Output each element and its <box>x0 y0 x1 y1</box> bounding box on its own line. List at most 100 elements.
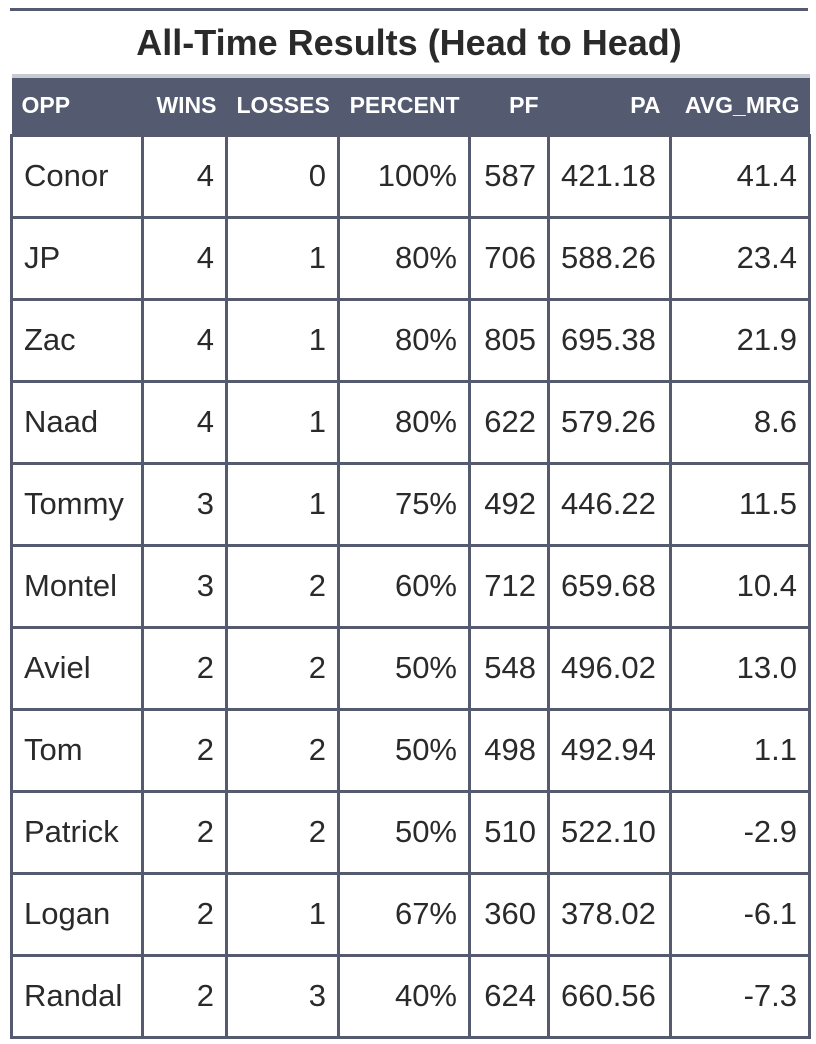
cell-pf: 624 <box>468 953 550 1039</box>
cell-pa: 496.02 <box>547 625 672 711</box>
cell-opp: Montel <box>10 543 144 629</box>
cell-pf: 510 <box>468 789 550 875</box>
cell-percent: 50% <box>337 707 471 793</box>
cell-avg-mrg: -6.1 <box>669 871 811 957</box>
cell-pa: 659.68 <box>547 543 672 629</box>
column-header-avg-mrg[interactable]: AVG_MRG <box>670 74 810 135</box>
cell-opp: Naad <box>10 379 144 465</box>
cell-avg-mrg: 13.0 <box>669 625 811 711</box>
results-table-body: Conor 4 0 100% 587 421.18 41.4 JP 4 1 80… <box>10 133 811 1039</box>
cell-pa: 695.38 <box>547 297 672 383</box>
cell-pf: 498 <box>468 707 550 793</box>
table-row: Tommy 3 1 75% 492 446.22 11.5 <box>10 461 811 547</box>
cell-losses: 2 <box>225 625 340 711</box>
cell-wins: 2 <box>141 789 228 875</box>
cell-percent: 80% <box>337 379 471 465</box>
cell-opp: JP <box>10 215 144 301</box>
cell-pf: 587 <box>468 133 550 219</box>
cell-opp: Randal <box>10 953 144 1039</box>
cell-percent: 80% <box>337 215 471 301</box>
cell-avg-mrg: 41.4 <box>669 133 811 219</box>
cell-losses: 2 <box>225 543 340 629</box>
table-row: Patrick 2 2 50% 510 522.10 -2.9 <box>10 789 811 875</box>
column-header-losses[interactable]: LOSSES <box>226 74 339 135</box>
column-header-opp[interactable]: OPP <box>11 74 143 135</box>
cell-avg-mrg: 1.1 <box>669 707 811 793</box>
cell-pa: 660.56 <box>547 953 672 1039</box>
cell-losses: 2 <box>225 707 340 793</box>
cell-pf: 548 <box>468 625 550 711</box>
column-header-wins[interactable]: WINS <box>142 74 227 135</box>
table-row: Zac 4 1 80% 805 695.38 21.9 <box>10 297 811 383</box>
cell-pa: 421.18 <box>547 133 672 219</box>
cell-losses: 1 <box>225 297 340 383</box>
cell-wins: 3 <box>141 461 228 547</box>
cell-percent: 60% <box>337 543 471 629</box>
cell-opp: Aviel <box>10 625 144 711</box>
cell-pa: 492.94 <box>547 707 672 793</box>
cell-pf: 492 <box>468 461 550 547</box>
cell-losses: 0 <box>225 133 340 219</box>
cell-opp: Tom <box>10 707 144 793</box>
table-row: Tom 2 2 50% 498 492.94 1.1 <box>10 707 811 793</box>
cell-wins: 2 <box>141 707 228 793</box>
cell-percent: 67% <box>337 871 471 957</box>
cell-opp: Tommy <box>10 461 144 547</box>
page-title: All-Time Results (Head to Head) <box>136 22 682 63</box>
cell-losses: 1 <box>225 215 340 301</box>
cell-wins: 2 <box>141 953 228 1039</box>
header-row: OPP WINS LOSSES PERCENT PF PA AVG_MRG <box>11 74 810 135</box>
cell-losses: 2 <box>225 789 340 875</box>
cell-avg-mrg: -7.3 <box>669 953 811 1039</box>
cell-pf: 360 <box>468 871 550 957</box>
cell-percent: 50% <box>337 789 471 875</box>
cell-pf: 805 <box>468 297 550 383</box>
cell-pa: 579.26 <box>547 379 672 465</box>
table-row: Randal 2 3 40% 624 660.56 -7.3 <box>10 953 811 1039</box>
cell-opp: Zac <box>10 297 144 383</box>
cell-wins: 4 <box>141 133 228 219</box>
cell-pa: 522.10 <box>547 789 672 875</box>
table-row: JP 4 1 80% 706 588.26 23.4 <box>10 215 811 301</box>
cell-wins: 3 <box>141 543 228 629</box>
cell-wins: 2 <box>141 625 228 711</box>
cell-percent: 50% <box>337 625 471 711</box>
cell-percent: 100% <box>337 133 471 219</box>
cell-wins: 4 <box>141 379 228 465</box>
cell-pf: 712 <box>468 543 550 629</box>
results-table: OPP WINS LOSSES PERCENT PF PA AVG_MRG Co… <box>10 74 811 1039</box>
table-row: Conor 4 0 100% 587 421.18 41.4 <box>10 133 811 219</box>
cell-avg-mrg: 8.6 <box>669 379 811 465</box>
cell-percent: 40% <box>337 953 471 1039</box>
cell-pa: 446.22 <box>547 461 672 547</box>
cell-avg-mrg: -2.9 <box>669 789 811 875</box>
cell-percent: 80% <box>337 297 471 383</box>
column-header-percent[interactable]: PERCENT <box>338 74 470 135</box>
table-row: Logan 2 1 67% 360 378.02 -6.1 <box>10 871 811 957</box>
cell-wins: 4 <box>141 297 228 383</box>
cell-avg-mrg: 21.9 <box>669 297 811 383</box>
table-row: Montel 3 2 60% 712 659.68 10.4 <box>10 543 811 629</box>
cell-opp: Logan <box>10 871 144 957</box>
table-row: Naad 4 1 80% 622 579.26 8.6 <box>10 379 811 465</box>
cell-pa: 588.26 <box>547 215 672 301</box>
cell-avg-mrg: 23.4 <box>669 215 811 301</box>
cell-losses: 1 <box>225 871 340 957</box>
cell-percent: 75% <box>337 461 471 547</box>
column-header-pa[interactable]: PA <box>548 74 671 135</box>
cell-pf: 622 <box>468 379 550 465</box>
cell-pa: 378.02 <box>547 871 672 957</box>
cell-losses: 3 <box>225 953 340 1039</box>
top-divider <box>10 8 808 11</box>
cell-opp: Patrick <box>10 789 144 875</box>
cell-pf: 706 <box>468 215 550 301</box>
cell-losses: 1 <box>225 379 340 465</box>
table-row: Aviel 2 2 50% 548 496.02 13.0 <box>10 625 811 711</box>
cell-wins: 4 <box>141 215 228 301</box>
cell-wins: 2 <box>141 871 228 957</box>
cell-opp: Conor <box>10 133 144 219</box>
cell-avg-mrg: 10.4 <box>669 543 811 629</box>
cell-losses: 1 <box>225 461 340 547</box>
cell-avg-mrg: 11.5 <box>669 461 811 547</box>
column-header-pf[interactable]: PF <box>469 74 549 135</box>
